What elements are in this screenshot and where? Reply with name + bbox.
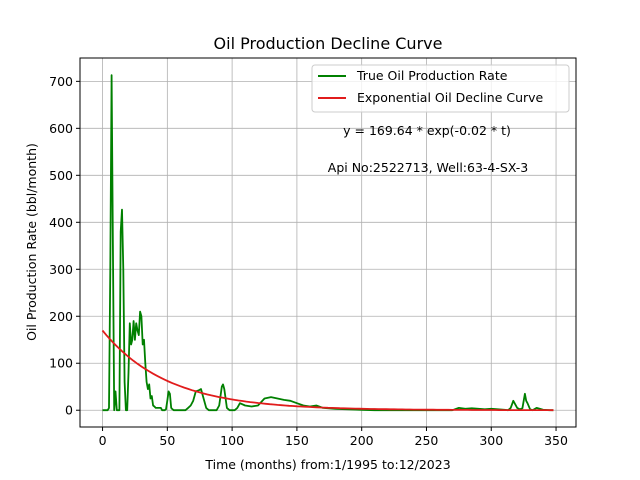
x-tick-label: 300 (479, 433, 503, 448)
x-tick-label: 350 (544, 433, 568, 448)
legend: True Oil Production Rate Exponential Oil… (311, 64, 570, 113)
y-tick-label: 500 (49, 168, 73, 183)
y-tick-label: 600 (49, 121, 73, 136)
y-tick-label: 400 (49, 215, 73, 230)
legend-box (311, 64, 570, 113)
y-tick-label: 100 (49, 356, 73, 371)
decline-curve-line (101, 329, 554, 412)
x-tick-label: 200 (350, 433, 374, 448)
y-axis-label: Oil Production Rate (bbl/month) (24, 143, 39, 341)
legend-label-decline-curve: Exponential Oil Decline Curve (357, 90, 544, 105)
y-tick-label: 0 (65, 403, 73, 418)
legend-label-true-rate: True Oil Production Rate (356, 68, 508, 83)
x-tick-label: 250 (415, 433, 439, 448)
equation-annotation: y = 169.64 * exp(-0.02 * t) (343, 123, 511, 138)
y-tick-label: 700 (49, 74, 73, 89)
x-axis-label: Time (months) from:1/1995 to:12/2023 (204, 457, 450, 472)
x-tick-label: 100 (220, 433, 244, 448)
y-tick-label: 200 (49, 309, 73, 324)
well-annotation: Api No:2522713, Well:63-4-SX-3 (328, 160, 528, 175)
chart-title: Oil Production Decline Curve (214, 34, 443, 53)
plot-frame (79, 57, 577, 428)
x-tick-label: 50 (159, 433, 175, 448)
x-tick-label: 0 (99, 433, 107, 448)
y-tick-label: 300 (49, 262, 73, 277)
x-tick-label: 150 (285, 433, 309, 448)
